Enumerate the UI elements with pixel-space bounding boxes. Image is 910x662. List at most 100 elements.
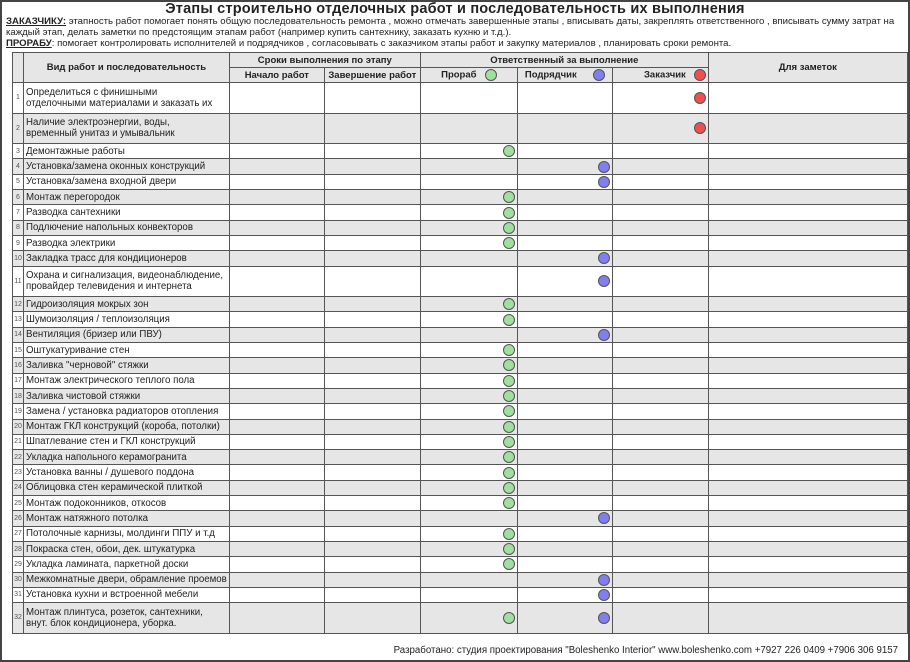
client-cell[interactable] — [611, 173, 709, 191]
client-cell[interactable] — [611, 556, 709, 573]
start-date-cell[interactable] — [228, 82, 325, 114]
notes-cell[interactable] — [707, 326, 908, 344]
client-cell[interactable] — [611, 387, 709, 405]
notes-cell[interactable] — [707, 464, 908, 481]
notes-cell[interactable] — [707, 311, 908, 328]
start-date-cell[interactable] — [228, 372, 325, 389]
notes-cell[interactable] — [707, 602, 908, 634]
notes-cell[interactable] — [707, 112, 908, 145]
notes-cell[interactable] — [707, 449, 908, 466]
contractor-cell[interactable] — [516, 82, 613, 114]
contractor-cell[interactable] — [516, 311, 613, 328]
notes-cell[interactable] — [707, 510, 908, 527]
notes-cell[interactable] — [707, 265, 908, 298]
foreman-cell[interactable] — [419, 602, 518, 634]
notes-cell[interactable] — [707, 433, 908, 451]
start-date-cell[interactable] — [228, 495, 325, 512]
client-cell[interactable] — [611, 112, 709, 145]
start-date-cell[interactable] — [228, 387, 325, 405]
contractor-cell[interactable] — [516, 540, 613, 558]
contractor-cell[interactable] — [516, 204, 613, 221]
contractor-cell[interactable] — [516, 464, 613, 481]
contractor-cell[interactable] — [516, 387, 613, 405]
notes-cell[interactable] — [707, 189, 908, 206]
notes-cell[interactable] — [707, 403, 908, 420]
contractor-cell[interactable] — [516, 556, 613, 573]
contractor-cell[interactable] — [516, 479, 613, 497]
contractor-cell[interactable] — [516, 158, 613, 175]
notes-cell[interactable] — [707, 342, 908, 359]
client-cell[interactable] — [611, 602, 709, 634]
foreman-cell[interactable] — [419, 510, 518, 527]
foreman-cell[interactable] — [419, 540, 518, 558]
end-date-cell[interactable] — [323, 173, 421, 191]
client-cell[interactable] — [611, 311, 709, 328]
client-cell[interactable] — [611, 372, 709, 389]
end-date-cell[interactable] — [323, 158, 421, 175]
end-date-cell[interactable] — [323, 342, 421, 359]
client-cell[interactable] — [611, 586, 709, 604]
start-date-cell[interactable] — [228, 464, 325, 481]
contractor-cell[interactable] — [516, 250, 613, 267]
foreman-cell[interactable] — [419, 143, 518, 160]
foreman-cell[interactable] — [419, 342, 518, 359]
end-date-cell[interactable] — [323, 143, 421, 160]
client-cell[interactable] — [611, 433, 709, 451]
client-cell[interactable] — [611, 265, 709, 298]
contractor-cell[interactable] — [516, 219, 613, 236]
start-date-cell[interactable] — [228, 204, 325, 221]
end-date-cell[interactable] — [323, 602, 421, 634]
client-cell[interactable] — [611, 464, 709, 481]
notes-cell[interactable] — [707, 372, 908, 389]
client-cell[interactable] — [611, 326, 709, 344]
contractor-cell[interactable] — [516, 525, 613, 542]
start-date-cell[interactable] — [228, 311, 325, 328]
end-date-cell[interactable] — [323, 525, 421, 542]
foreman-cell[interactable] — [419, 495, 518, 512]
end-date-cell[interactable] — [323, 265, 421, 298]
contractor-cell[interactable] — [516, 357, 613, 374]
client-cell[interactable] — [611, 449, 709, 466]
contractor-cell[interactable] — [516, 602, 613, 634]
client-cell[interactable] — [611, 342, 709, 359]
notes-cell[interactable] — [707, 219, 908, 236]
end-date-cell[interactable] — [323, 204, 421, 221]
foreman-cell[interactable] — [419, 433, 518, 451]
foreman-cell[interactable] — [419, 296, 518, 313]
foreman-cell[interactable] — [419, 204, 518, 221]
client-cell[interactable] — [611, 540, 709, 558]
end-date-cell[interactable] — [323, 571, 421, 588]
start-date-cell[interactable] — [228, 357, 325, 374]
start-date-cell[interactable] — [228, 234, 325, 252]
notes-cell[interactable] — [707, 586, 908, 604]
start-date-cell[interactable] — [228, 479, 325, 497]
end-date-cell[interactable] — [323, 112, 421, 145]
client-cell[interactable] — [611, 189, 709, 206]
end-date-cell[interactable] — [323, 449, 421, 466]
start-date-cell[interactable] — [228, 219, 325, 236]
notes-cell[interactable] — [707, 556, 908, 573]
client-cell[interactable] — [611, 418, 709, 435]
foreman-cell[interactable] — [419, 311, 518, 328]
client-cell[interactable] — [611, 158, 709, 175]
notes-cell[interactable] — [707, 204, 908, 221]
contractor-cell[interactable] — [516, 449, 613, 466]
client-cell[interactable] — [611, 479, 709, 497]
client-cell[interactable] — [611, 82, 709, 114]
contractor-cell[interactable] — [516, 296, 613, 313]
client-cell[interactable] — [611, 403, 709, 420]
foreman-cell[interactable] — [419, 479, 518, 497]
client-cell[interactable] — [611, 357, 709, 374]
start-date-cell[interactable] — [228, 112, 325, 145]
notes-cell[interactable] — [707, 387, 908, 405]
foreman-cell[interactable] — [419, 403, 518, 420]
foreman-cell[interactable] — [419, 464, 518, 481]
end-date-cell[interactable] — [323, 403, 421, 420]
notes-cell[interactable] — [707, 479, 908, 497]
start-date-cell[interactable] — [228, 449, 325, 466]
end-date-cell[interactable] — [323, 418, 421, 435]
notes-cell[interactable] — [707, 495, 908, 512]
end-date-cell[interactable] — [323, 540, 421, 558]
foreman-cell[interactable] — [419, 219, 518, 236]
client-cell[interactable] — [611, 143, 709, 160]
